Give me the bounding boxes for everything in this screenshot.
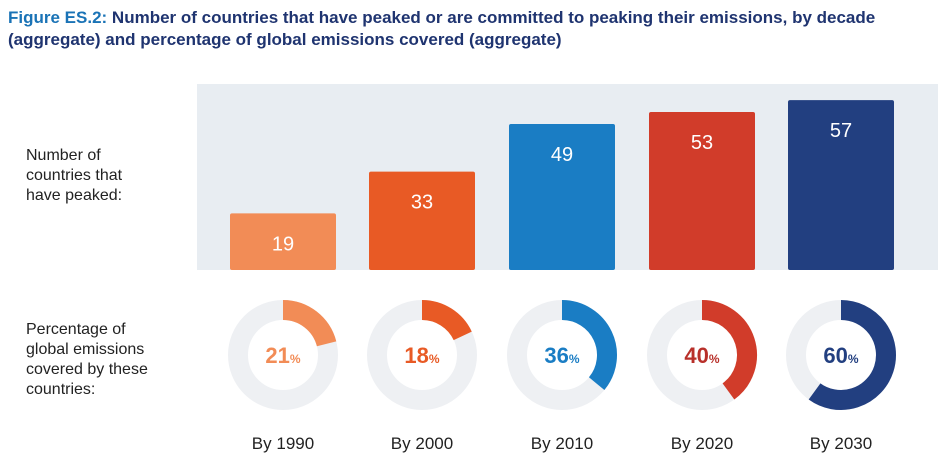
x-tick-by-2010: By 2010 (531, 434, 593, 453)
x-tick-by-2020: By 2020 (671, 434, 733, 453)
bar-value-by-1990: 19 (272, 233, 294, 255)
percentage-row-label: Percentage of global emissions covered b… (26, 321, 148, 398)
bar-value-by-2020: 53 (691, 132, 713, 154)
x-tick-by-2030: By 2030 (810, 434, 872, 453)
figure-label: Figure ES.2: (8, 8, 108, 27)
bar-value-by-2000: 33 (411, 192, 433, 214)
donut-arc-by-2000 (421, 300, 472, 341)
bar-value-by-2010: 49 (551, 144, 573, 166)
donut-percent-by-2010: 36% (544, 343, 579, 368)
bar-by-2030 (788, 100, 894, 270)
donut-percent-by-2020: 40% (684, 343, 719, 368)
donut-percent-by-2000: 18% (404, 343, 439, 368)
donut-arc-by-1990 (282, 300, 337, 347)
bar-by-2010 (509, 123, 615, 270)
bar-by-2020 (649, 112, 755, 270)
donut-arc-by-2030 (808, 300, 896, 410)
donut-percent-by-1990: 21% (265, 343, 300, 368)
figure-title: Figure ES.2: Number of countries that ha… (8, 7, 938, 51)
donut-arc-by-2020 (701, 300, 757, 400)
peaked-row-label: Number of countries that have peaked: (26, 147, 123, 204)
donut-percent-by-2030: 60% (823, 343, 858, 368)
bar-by-2000 (369, 171, 475, 270)
bar-by-1990 (230, 213, 336, 270)
x-tick-by-2000: By 2000 (391, 434, 453, 453)
figure-title-text: Number of countries that have peaked or … (8, 8, 876, 49)
bar-value-by-2030: 57 (830, 120, 852, 142)
x-tick-by-1990: By 1990 (252, 434, 314, 453)
donut-arc-by-2010 (561, 300, 617, 391)
